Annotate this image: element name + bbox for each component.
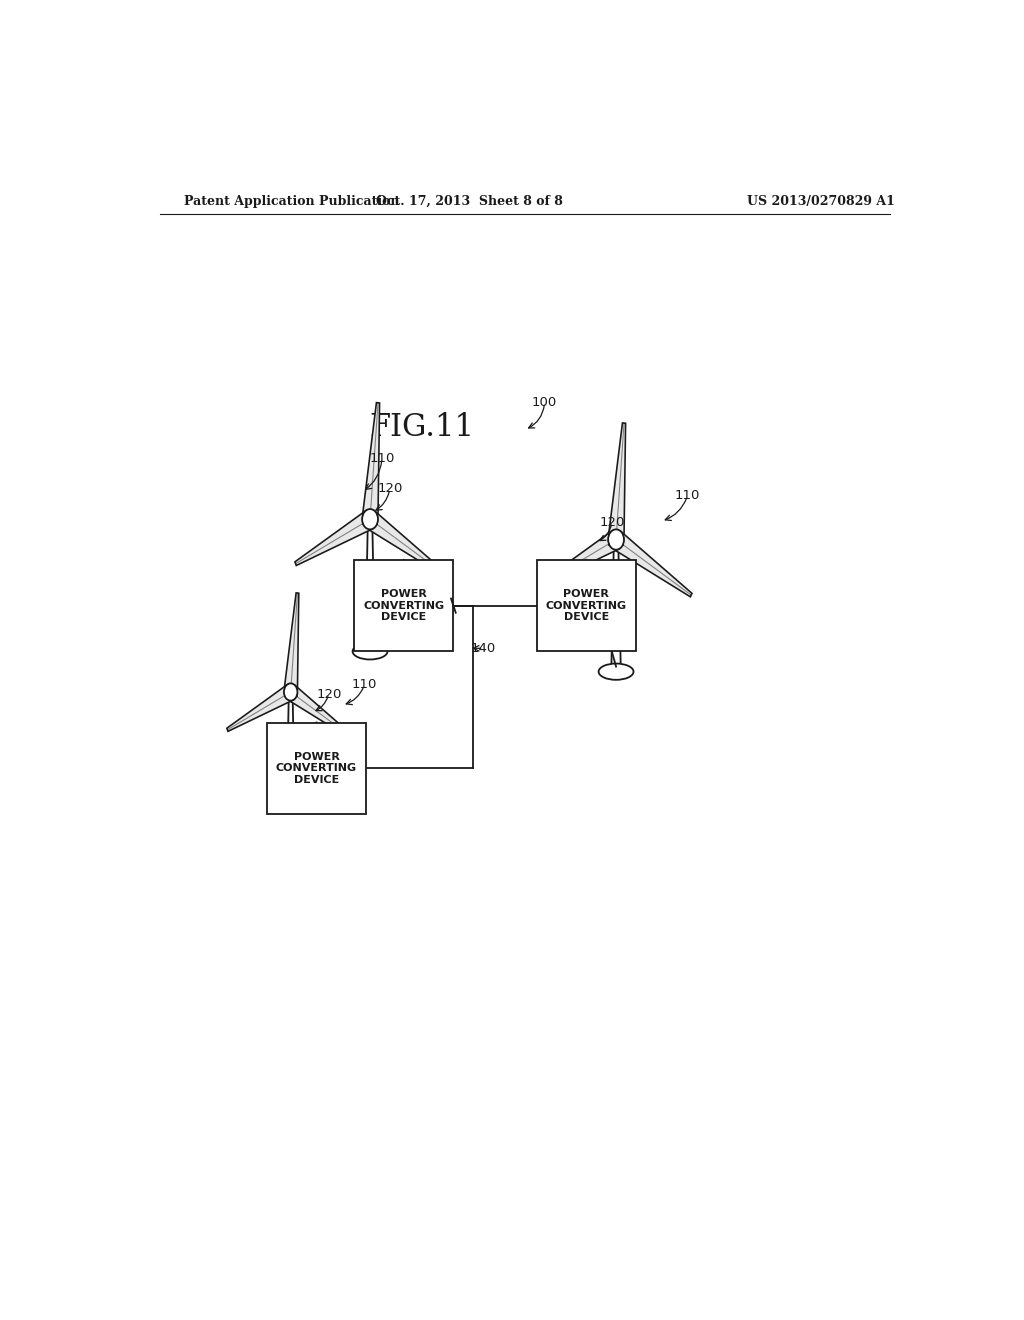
Text: 110: 110: [370, 451, 394, 465]
Polygon shape: [284, 593, 299, 693]
Text: 140: 140: [471, 642, 497, 655]
Polygon shape: [227, 684, 294, 731]
Ellipse shape: [275, 797, 305, 812]
Text: POWER
CONVERTING
DEVICE: POWER CONVERTING DEVICE: [275, 751, 357, 785]
Text: 120: 120: [316, 688, 341, 701]
Polygon shape: [608, 422, 626, 540]
Polygon shape: [362, 403, 380, 520]
Circle shape: [362, 510, 378, 529]
Ellipse shape: [599, 664, 634, 680]
Text: 100: 100: [532, 396, 557, 409]
Text: 110: 110: [352, 678, 377, 692]
Text: 120: 120: [377, 482, 402, 495]
Polygon shape: [541, 531, 620, 586]
Text: Patent Application Publication: Patent Application Publication: [183, 194, 399, 207]
Text: Oct. 17, 2013  Sheet 8 of 8: Oct. 17, 2013 Sheet 8 of 8: [376, 194, 562, 207]
Text: 130: 130: [609, 597, 634, 609]
Polygon shape: [295, 510, 374, 565]
Polygon shape: [288, 685, 355, 741]
FancyBboxPatch shape: [285, 688, 297, 697]
Bar: [354, 560, 454, 651]
Text: 120: 120: [599, 516, 625, 529]
Bar: [267, 722, 367, 814]
Text: 130: 130: [335, 764, 360, 776]
FancyBboxPatch shape: [362, 515, 377, 524]
Text: POWER
CONVERTING
DEVICE: POWER CONVERTING DEVICE: [546, 589, 627, 622]
Polygon shape: [612, 531, 692, 597]
Ellipse shape: [352, 643, 387, 660]
Polygon shape: [367, 511, 445, 577]
Circle shape: [608, 529, 624, 549]
Text: POWER
CONVERTING
DEVICE: POWER CONVERTING DEVICE: [364, 589, 444, 622]
FancyBboxPatch shape: [609, 535, 624, 545]
Polygon shape: [287, 701, 295, 804]
Text: 130: 130: [413, 599, 438, 612]
Polygon shape: [366, 529, 375, 651]
Text: US 2013/0270829 A1: US 2013/0270829 A1: [748, 194, 895, 207]
Text: 110: 110: [675, 490, 700, 503]
Text: FIG.11: FIG.11: [369, 412, 474, 444]
Bar: [537, 560, 636, 651]
Circle shape: [284, 684, 297, 701]
Polygon shape: [611, 549, 621, 672]
